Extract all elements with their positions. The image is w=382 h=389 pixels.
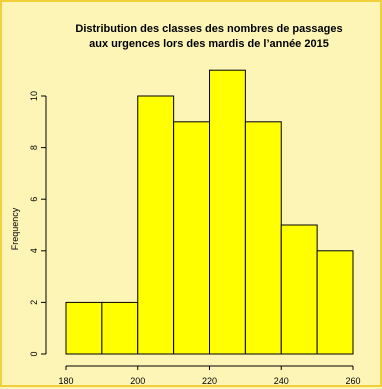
histogram-bar-230-240 — [244, 121, 282, 355]
y-tick-label: 2 — [29, 300, 39, 305]
x-tick-label: 240 — [274, 376, 289, 386]
y-axis-title: Frequency — [10, 207, 20, 250]
x-tick-label: 220 — [202, 376, 217, 386]
y-axis: 0 2 4 6 8 10 — [29, 91, 47, 357]
y-tick-label: 0 — [29, 351, 39, 356]
chart-title-line-2: aux urgences lors des mardis de l’année … — [89, 38, 329, 50]
histogram-bar-190-200 — [101, 301, 139, 355]
y-tick-label: 4 — [29, 248, 39, 253]
histogram-bar-220-230 — [209, 69, 246, 355]
y-tick-label: 10 — [29, 91, 39, 101]
y-tick-label: 8 — [29, 145, 39, 150]
histogram-bar-200-210 — [137, 95, 175, 355]
chart-title-line-1: Distribution des classes des nombres de … — [75, 23, 342, 35]
histogram-bar-210-220 — [173, 121, 210, 355]
histogram-bar-240-250 — [280, 224, 318, 355]
histogram-bar-250-260 — [316, 250, 354, 355]
histogram-bars — [65, 69, 354, 355]
x-tick-label: 180 — [58, 376, 73, 386]
histogram-bar-180-190 — [65, 301, 103, 355]
y-tick-label: 6 — [29, 197, 39, 202]
x-tick-label: 200 — [130, 376, 145, 386]
x-tick-label: 260 — [345, 376, 360, 386]
x-axis: 180 200 220 240 260 — [58, 365, 361, 386]
